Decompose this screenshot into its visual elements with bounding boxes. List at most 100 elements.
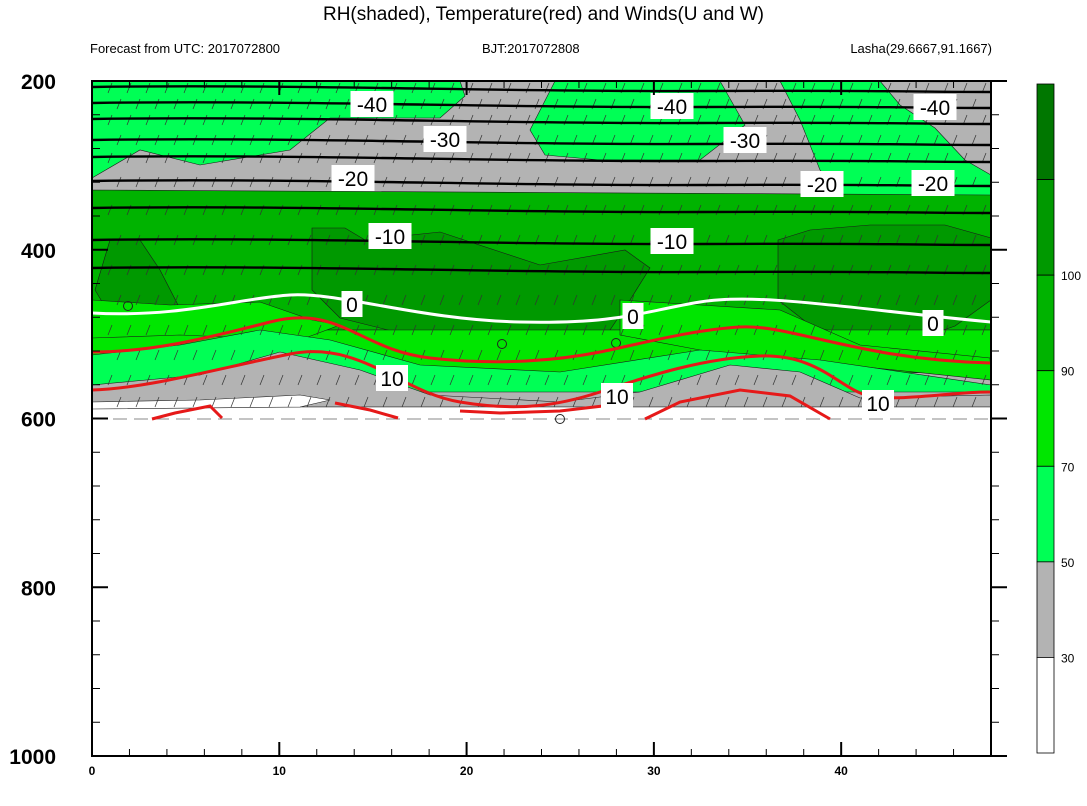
wind-barb (544, 204, 550, 216)
colorbar-box-3 (1036, 370, 1055, 467)
wind-barb (211, 396, 217, 408)
wind-barb (382, 396, 388, 408)
wind-barb (810, 264, 816, 276)
colorbar-box-6 (1036, 657, 1055, 754)
wind-barb (477, 294, 483, 306)
wind-barb (411, 324, 417, 336)
wind-barb (582, 324, 588, 336)
wind-barb (325, 396, 331, 408)
contour-label-cold: -40 (357, 94, 387, 117)
wind-barb (354, 264, 360, 276)
wind-barb (316, 264, 322, 276)
contour-label-cold: -10 (657, 231, 687, 254)
wind-barb (819, 349, 825, 361)
bjt-label: BJT:2017072808 (482, 41, 580, 56)
wind-barb (639, 264, 645, 276)
wind-barb (791, 374, 797, 386)
wind-barb (392, 324, 398, 336)
wind-barb (743, 396, 749, 408)
wind-barb (667, 349, 673, 361)
wind-barb (705, 396, 711, 408)
wind-barb (677, 204, 683, 216)
wind-barb (734, 264, 740, 276)
wind-barb (952, 294, 958, 306)
contour-label-box (331, 165, 375, 191)
wind-barb (249, 396, 255, 408)
wind-barb (240, 374, 246, 386)
wind-barb (183, 152, 189, 164)
wind-barb (477, 98, 483, 110)
wind-barb (116, 98, 122, 110)
isotherm-cold-7 (91, 238, 992, 247)
wind-barb (667, 396, 673, 408)
wind-barb (981, 324, 987, 336)
wind-barb (259, 324, 265, 336)
wind-barb (135, 176, 141, 188)
colorbar-label: 50 (1061, 556, 1075, 570)
wind-barb (753, 264, 759, 276)
wind-barb (458, 349, 464, 361)
wind-barb (525, 114, 531, 126)
wind-barb (971, 396, 977, 408)
wind-barb (183, 114, 189, 126)
contour-label-cold: -20 (807, 174, 837, 197)
wind-barb (772, 204, 778, 216)
contour-label-box (601, 383, 633, 409)
wind-barb (164, 152, 170, 164)
wind-barb (259, 82, 265, 94)
wind-barb (468, 324, 474, 336)
wind-barb (316, 374, 322, 386)
wind-barb (563, 264, 569, 276)
wind-barb (496, 176, 502, 188)
wind-barb (848, 264, 854, 276)
wind-barb (734, 374, 740, 386)
wind-barb (572, 294, 578, 306)
wind-barb (582, 204, 588, 216)
wind-barb (164, 114, 170, 126)
wind-barb (259, 114, 265, 126)
wind-barb (753, 374, 759, 386)
wind-barb (962, 324, 968, 336)
colorbar-label: 70 (1061, 460, 1075, 474)
wind-barb (648, 294, 654, 306)
wind-barb (477, 176, 483, 188)
wind-barb (971, 294, 977, 306)
contour-label-cold: -30 (730, 130, 760, 153)
wind-barb (363, 349, 369, 361)
wind-barb (762, 396, 768, 408)
isotherm-warm-2 (151, 404, 224, 421)
wind-barb (363, 396, 369, 408)
wind-barb (487, 152, 493, 164)
contour-label-box (911, 170, 955, 196)
wind-barb (696, 264, 702, 276)
wind-barb (810, 374, 816, 386)
wind-barb (696, 374, 702, 386)
wind-barb (306, 396, 312, 408)
wind-barb (525, 324, 531, 336)
wind-barb (468, 82, 474, 94)
wind-barb (857, 396, 863, 408)
wind-barb (867, 324, 873, 336)
wind-barb (943, 374, 949, 386)
wind-barb (924, 374, 930, 386)
contour-label-box (368, 223, 412, 249)
contour-label-box (650, 228, 694, 254)
wind-barb (202, 82, 208, 94)
wind-barb (544, 264, 550, 276)
wind-barb (401, 349, 407, 361)
contour-label-box (350, 91, 394, 117)
wind-barb (354, 204, 360, 216)
contour-label-box (913, 94, 957, 120)
wind-barb (316, 324, 322, 336)
wind-barb (411, 374, 417, 386)
wind-barb (772, 374, 778, 386)
calm-circle (497, 339, 507, 349)
wind-barb (221, 152, 227, 164)
wind-barb (116, 396, 122, 408)
wind-barb (791, 204, 797, 216)
wind-barb (534, 294, 540, 306)
wind-barb (126, 324, 132, 336)
wind-barb (135, 294, 141, 306)
wind-barb (173, 294, 179, 306)
wind-barb (183, 324, 189, 336)
